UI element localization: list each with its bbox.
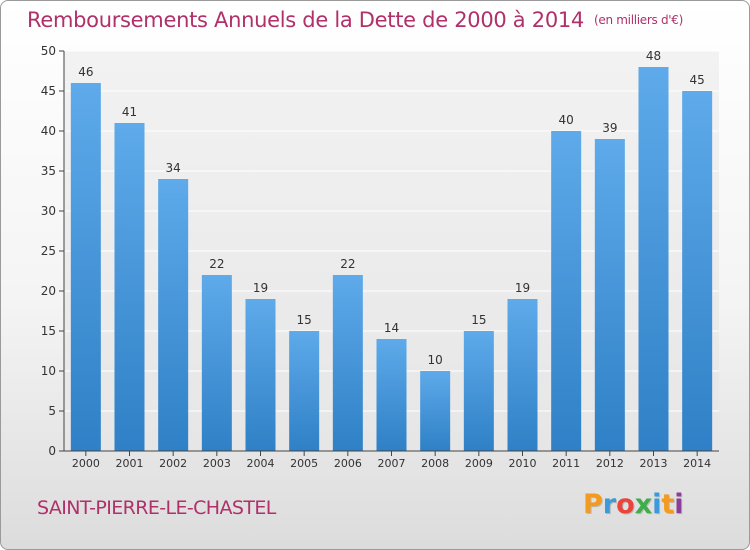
bar xyxy=(70,83,101,451)
y-tick-label: 0 xyxy=(48,444,56,458)
logo-letter: r xyxy=(602,489,617,520)
bar-value-label: 10 xyxy=(428,353,443,367)
x-tick-label: 2003 xyxy=(203,457,231,470)
bar xyxy=(594,139,625,451)
bar-value-label: 34 xyxy=(166,161,181,175)
bar-value-label: 39 xyxy=(602,121,617,135)
x-tick-label: 2008 xyxy=(421,457,449,470)
bar-value-label: 19 xyxy=(515,281,530,295)
chart-subtitle: (en milliers d'€) xyxy=(594,13,684,27)
x-tick-label: 2013 xyxy=(640,457,668,470)
bar-value-label: 46 xyxy=(78,65,93,79)
x-tick-label: 2000 xyxy=(72,457,100,470)
y-tick-label: 30 xyxy=(41,204,56,218)
y-tick-label: 40 xyxy=(41,124,56,138)
y-tick-label: 45 xyxy=(41,84,56,98)
bar xyxy=(507,299,538,451)
bar-value-label: 15 xyxy=(471,313,486,327)
x-tick-label: 2002 xyxy=(159,457,187,470)
logo-letter: P xyxy=(583,489,603,520)
bar xyxy=(289,331,320,451)
proxiti-logo: Proxiti xyxy=(583,489,684,520)
bar xyxy=(682,91,713,451)
bar-value-label: 22 xyxy=(209,257,224,271)
logo-letter: x xyxy=(634,489,653,520)
bar-value-label: 22 xyxy=(340,257,355,271)
logo-letter: i xyxy=(652,489,662,520)
bar-value-label: 15 xyxy=(297,313,312,327)
y-tick-label: 50 xyxy=(41,44,56,58)
x-tick-label: 2006 xyxy=(334,457,362,470)
bar xyxy=(638,67,669,451)
bar xyxy=(332,275,363,451)
logo-letter: t xyxy=(661,489,675,520)
x-tick-label: 2009 xyxy=(465,457,493,470)
x-tick-label: 2014 xyxy=(683,457,711,470)
bar xyxy=(420,371,451,451)
x-tick-label: 2004 xyxy=(247,457,275,470)
bar-value-label: 45 xyxy=(690,73,705,87)
chart-title: Remboursements Annuels de la Dette de 20… xyxy=(27,8,683,32)
bar xyxy=(158,179,189,451)
chart-title-text: Remboursements Annuels de la Dette de 20… xyxy=(27,8,584,32)
x-tick-label: 2007 xyxy=(378,457,406,470)
bar xyxy=(551,131,582,451)
bar xyxy=(376,339,407,451)
bar xyxy=(463,331,494,451)
bar-value-label: 40 xyxy=(559,113,574,127)
y-tick-label: 20 xyxy=(41,284,56,298)
commune-name: SAINT-PIERRE-LE-CHASTEL xyxy=(37,497,276,519)
x-tick-label: 2011 xyxy=(552,457,580,470)
bar-value-label: 41 xyxy=(122,105,137,119)
y-tick-label: 35 xyxy=(41,164,56,178)
logo-letter: i xyxy=(674,489,684,520)
x-tick-label: 2010 xyxy=(509,457,537,470)
x-tick-label: 2012 xyxy=(596,457,624,470)
bar xyxy=(114,123,145,451)
bar-value-label: 48 xyxy=(646,49,661,63)
x-tick-label: 2001 xyxy=(116,457,144,470)
bar xyxy=(201,275,232,451)
bar-value-label: 19 xyxy=(253,281,268,295)
bar-value-label: 14 xyxy=(384,321,399,335)
y-tick-label: 5 xyxy=(48,404,56,418)
bar xyxy=(245,299,276,451)
x-tick-label: 2005 xyxy=(290,457,318,470)
logo-letter: o xyxy=(616,489,635,520)
y-tick-label: 10 xyxy=(41,364,56,378)
y-tick-label: 25 xyxy=(41,244,56,258)
y-tick-label: 15 xyxy=(41,324,56,338)
